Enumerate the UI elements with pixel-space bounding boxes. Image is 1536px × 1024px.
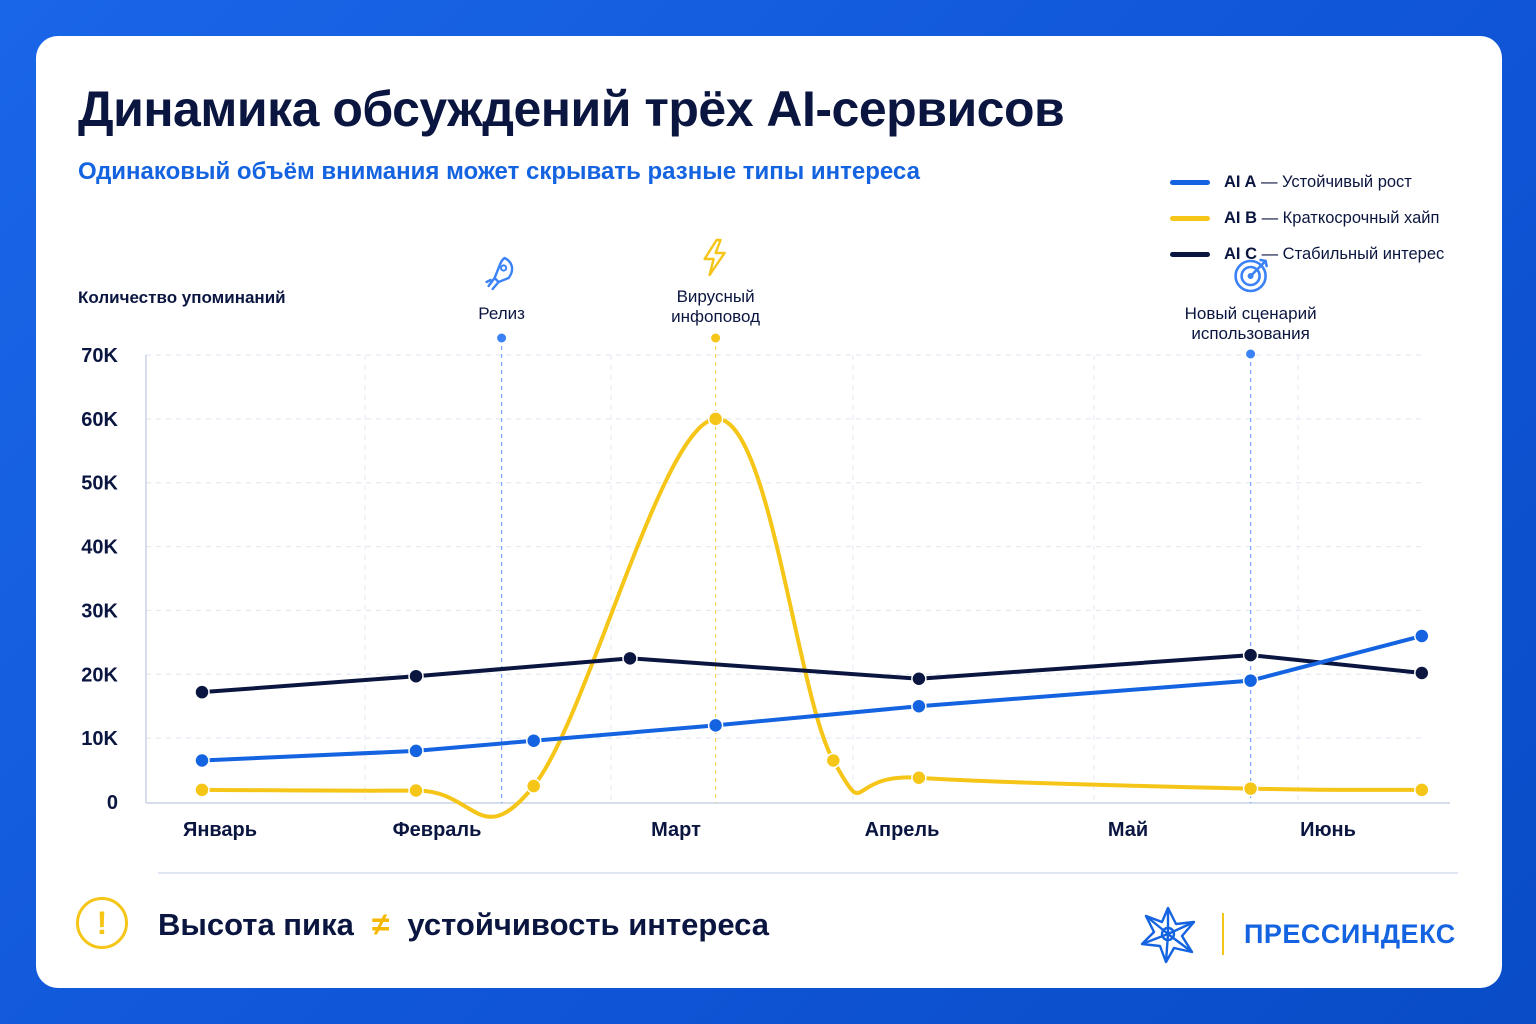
- x-tick-label: Январь: [183, 819, 257, 841]
- y-tick-label: 50K: [81, 473, 118, 495]
- annotation-dot: [497, 333, 507, 343]
- target-ring-inner: [1240, 265, 1261, 287]
- page-title: Динамика обсуждений трёх AI-сервисов: [78, 81, 1065, 137]
- data-point-ai-a: [1414, 628, 1430, 644]
- legend-item-ai-c: AI C — Стабильный интерес: [1170, 236, 1444, 272]
- series-line-ai-b: [200, 416, 1424, 819]
- x-tick-label: Апрель: [865, 819, 940, 841]
- series-line-ai-c: [200, 653, 1424, 695]
- data-point-ai-c: [1414, 665, 1430, 681]
- y-tick-label: 0: [107, 792, 118, 814]
- data-point-ai-b: [825, 752, 842, 769]
- y-tick-label: 70K: [81, 345, 118, 367]
- x-tick-label: Март: [651, 819, 701, 841]
- legend-swatch-ai-b: [1170, 215, 1210, 221]
- data-point-ai-b: [194, 782, 210, 798]
- x-tick-label: Май: [1108, 819, 1148, 841]
- legend-item-ai-b: AI B — Краткосрочный хайп: [1170, 200, 1444, 236]
- lightning-icon: [703, 238, 726, 277]
- x-tick-label: Февраль: [393, 819, 482, 841]
- not-equal-sign: ≠: [371, 906, 390, 942]
- data-point-ai-b: [1414, 782, 1430, 798]
- rocket-icon: [485, 256, 514, 291]
- data-point-ai-c: [622, 650, 638, 667]
- y-tick-label: 30K: [81, 600, 118, 622]
- legend-name: AI B: [1224, 208, 1257, 227]
- annotation-label: Вирусный: [677, 287, 755, 306]
- data-point-ai-c: [911, 671, 927, 687]
- brand-separator: [1222, 913, 1224, 955]
- footer-divider: [158, 872, 1458, 874]
- lightning-shape: [703, 238, 726, 277]
- legend-name: AI C: [1224, 244, 1257, 263]
- data-point-ai-b: [408, 782, 424, 799]
- data-point-ai-b: [525, 778, 542, 794]
- rocket-window: [500, 264, 508, 272]
- x-tick-label: Июнь: [1300, 819, 1356, 841]
- data-point-ai-a: [707, 717, 724, 734]
- brand-name: ПРЕССИНДЕКС: [1244, 918, 1456, 949]
- y-axis-label: Количество упоминаний: [78, 288, 286, 307]
- takeaway-left: Высота пика: [158, 906, 354, 942]
- rocket-body: [493, 256, 514, 284]
- y-tick-label: 20K: [81, 664, 118, 686]
- warning-icon: !: [76, 897, 128, 949]
- target-icon: [1234, 258, 1268, 293]
- legend-desc: — Краткосрочный хайп: [1257, 208, 1440, 227]
- y-tick-label: 60K: [81, 409, 118, 431]
- data-point-ai-a: [408, 743, 424, 759]
- legend-swatch-ai-a: [1170, 179, 1210, 185]
- annotation-dot: [711, 333, 721, 343]
- data-point-ai-c: [1242, 647, 1259, 663]
- data-point-ai-b: [911, 769, 927, 786]
- chart-legend: AI A — Устойчивый рост AI B — Краткосроч…: [1170, 164, 1444, 272]
- data-point-ai-c: [194, 684, 210, 700]
- rocket-flame: [485, 276, 500, 291]
- annotation-label: инфоповод: [671, 307, 760, 326]
- annotation-label: Новый сценарий: [1185, 304, 1317, 323]
- data-point-ai-c: [408, 668, 424, 684]
- annotation-label: использования: [1191, 324, 1310, 343]
- legend-desc: — Стабильный интерес: [1257, 244, 1445, 263]
- legend-swatch-ai-c: [1170, 251, 1210, 257]
- y-tick-label: 40K: [81, 537, 118, 559]
- target-arrow: [1249, 258, 1268, 278]
- data-point-ai-b: [1242, 780, 1259, 797]
- page-subtitle: Одинаковый объём внимания может скрывать…: [78, 158, 920, 185]
- legend-item-ai-a: AI A — Устойчивый рост: [1170, 164, 1444, 200]
- data-point-ai-a: [1242, 672, 1259, 689]
- annotation-dot: [1246, 349, 1256, 359]
- annotation-label: Релиз: [478, 304, 525, 323]
- data-point-ai-a: [911, 698, 927, 714]
- takeaway-right: устойчивость интереса: [407, 906, 770, 942]
- brand-logo-icon: [1140, 906, 1196, 964]
- brand: ПРЕССИНДЕКС: [1136, 902, 1456, 966]
- chart-card: Динамика обсуждений трёх AI-сервисов Оди…: [36, 36, 1502, 988]
- takeaway: Высота пика ≠ устойчивость интереса: [158, 906, 769, 943]
- data-point-ai-a: [194, 752, 210, 769]
- legend-name: AI A: [1224, 172, 1257, 191]
- legend-desc: — Устойчивый рост: [1256, 172, 1412, 191]
- data-point-ai-b: [707, 411, 724, 427]
- line-chart: 0 10K 20K 30K 40K 50K 60K 70K Количество упомина…: [78, 238, 1450, 841]
- target-ring-outer: [1234, 259, 1267, 293]
- data-point-ai-a: [525, 732, 542, 749]
- y-tick-label: 10K: [81, 728, 118, 750]
